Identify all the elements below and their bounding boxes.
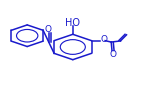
Text: O: O <box>100 35 107 44</box>
Text: HO: HO <box>65 18 80 28</box>
Text: O: O <box>109 50 116 59</box>
Text: O: O <box>44 25 51 34</box>
